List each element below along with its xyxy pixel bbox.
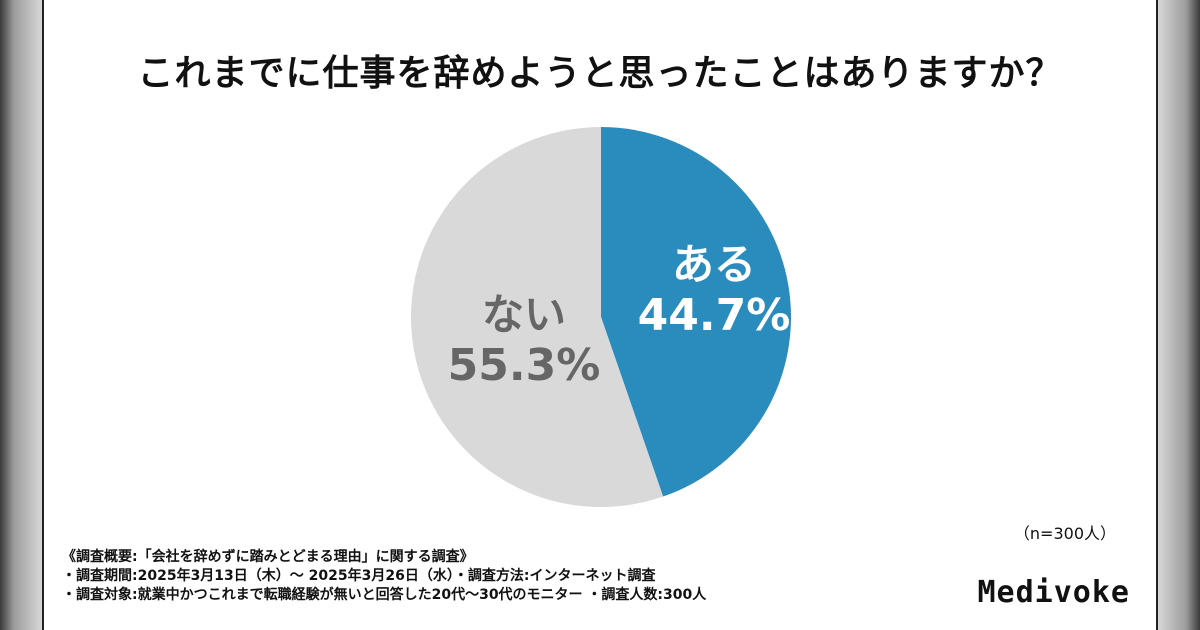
pie-chart [411,127,791,508]
slice-category-aru: ある [671,240,756,289]
slice-label-nai: ない 55.3% [439,290,609,393]
slice-label-aru: ある 44.7% [629,240,799,343]
brand-logo: Medivoke [977,575,1130,610]
survey-note-line: ・調査期間:2025年3月13日（木）～ 2025年3月26日（水）・調査方法:… [62,568,656,584]
chart-card: これまでに仕事を辞めようと思ったことはありますか？ ある 44.7% ない 55… [42,0,1158,630]
survey-note-line: ・調査対象:就業中かつこれまで転職経験が無いと回答した20代～30代のモニター … [62,587,707,603]
pie-slice-aru [601,127,791,497]
slice-category-nai: ない [481,290,566,339]
slice-value-aru: 44.7% [637,290,791,342]
chart-title: これまでに仕事を辞めようと思ったことはありますか？ [137,53,1063,94]
slice-value-nai: 55.3% [447,340,601,392]
survey-notes: 《調査概要:「会社を辞めずに踏みとどまる理由」に関する調査》 ・調査期間:202… [62,548,706,605]
sample-size-note: （n=300人） [1013,524,1116,543]
pie-slice-nai [411,127,664,508]
survey-note-line: 《調査概要:「会社を辞めずに踏みとどまる理由」に関する調査》 [62,549,474,565]
